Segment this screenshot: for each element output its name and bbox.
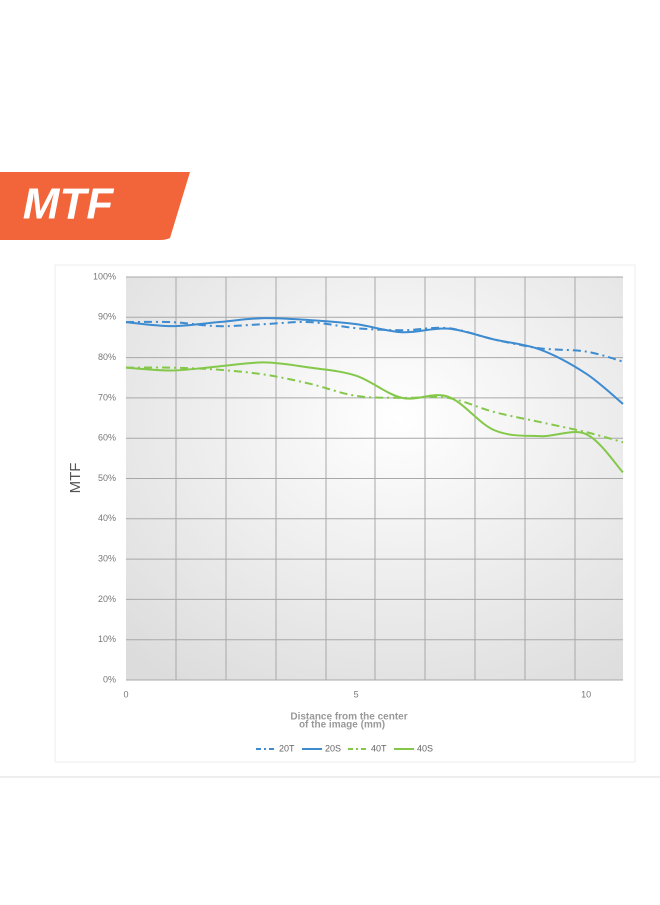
y-tick-label: 0% <box>103 674 116 684</box>
series-line <box>125 320 624 363</box>
y-tick-label: 40% <box>98 513 116 523</box>
badge <box>0 172 190 240</box>
y-axis-title: MTF <box>67 463 84 494</box>
y-tick-label: 80% <box>98 352 116 362</box>
x-axis-title: of the image (mm) <box>299 720 385 731</box>
y-tick-label: 30% <box>98 553 116 563</box>
legend-label: 20S <box>325 743 341 753</box>
y-tick-label: 50% <box>98 473 116 483</box>
y-tick-label: 10% <box>98 634 116 644</box>
x-tick-label: 0 <box>123 689 128 699</box>
x-axis-title: Distance from the center <box>290 712 407 723</box>
y-tick-label: 100% <box>93 271 116 281</box>
badge-text: MTF <box>23 180 115 229</box>
y-tick-label: 20% <box>98 594 116 604</box>
y-tick-label: 70% <box>98 392 116 402</box>
x-tick-label: 10 <box>581 689 591 699</box>
y-tick-label: 90% <box>98 312 116 322</box>
series-line <box>125 317 624 405</box>
legend-label: 40S <box>417 743 433 753</box>
legend-label: 20T <box>279 743 295 753</box>
series-line <box>125 361 624 474</box>
x-tick-label: 5 <box>354 689 359 699</box>
series-line <box>125 366 624 444</box>
legend-label: 40T <box>371 743 387 753</box>
y-tick-label: 60% <box>98 433 116 443</box>
